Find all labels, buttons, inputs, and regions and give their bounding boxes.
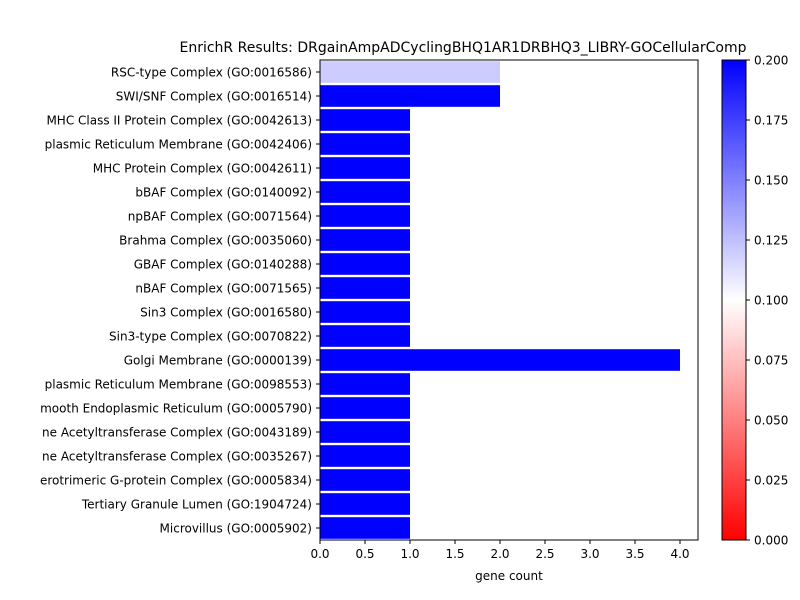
colorbar-tick-labels: 0.000 0.025 0.050 0.075 0.100 0.125 0.150 0.175… [746, 54, 788, 548]
bar [320, 85, 500, 107]
y-tick-label: MHC Class II Protein Complex (GO:0042613… [46, 114, 312, 128]
bar [320, 373, 410, 395]
bar [320, 469, 410, 491]
bar [320, 421, 410, 443]
y-tick-label: bBAF Complex (GO:0140092) [135, 186, 312, 200]
y-tick-label: ne Acetyltransferase Complex (GO:0043189… [42, 426, 312, 440]
colorbar-tick-label: 0.200 [754, 54, 788, 68]
y-tick-label: Microvillus (GO:0005902) [160, 522, 312, 536]
x-tick-label: 3.5 [625, 547, 644, 561]
colorbar-tick-label: 0.175 [754, 114, 788, 128]
y-tick-label: plasmic Reticulum Membrane (GO:0098553) [45, 378, 312, 392]
colorbar-tick-label: 0.100 [754, 294, 788, 308]
y-tick-label: erotrimeric G-protein Complex (GO:000583… [40, 474, 312, 488]
bar [320, 61, 500, 83]
x-tick-labels: 0.0 0.5 1.0 1.5 2.0 2.5 3.0 3.5 4.0 [310, 540, 690, 561]
bar [320, 517, 410, 539]
colorbar-tick-label: 0.050 [754, 414, 788, 428]
y-tick-label: ne Acetyltransferase Complex (GO:0035267… [42, 450, 312, 464]
bar [320, 445, 410, 467]
chart-title: EnrichR Results: DRgainAmpADCyclingBHQ1A… [180, 40, 747, 56]
colorbar-tick-label: 0.025 [754, 474, 788, 488]
y-tick-label: nBAF Complex (GO:0071565) [135, 282, 312, 296]
y-tick-label: Sin3 Complex (GO:0016580) [140, 306, 312, 320]
y-tick-label: plasmic Reticulum Membrane (GO:0042406) [45, 138, 312, 152]
bar [320, 325, 410, 347]
y-tick-label: MHC Protein Complex (GO:0042611) [93, 162, 312, 176]
colorbar-tick-label: 0.075 [754, 354, 788, 368]
y-tick-label: Sin3-type Complex (GO:0070822) [109, 330, 312, 344]
colorbar-tick-label: 0.000 [754, 534, 788, 548]
bar [320, 109, 410, 131]
bar [320, 397, 410, 419]
bar [320, 493, 410, 515]
x-tick-label: 0.5 [355, 547, 374, 561]
x-axis-label: gene count [475, 569, 543, 583]
x-tick-label: 1.0 [400, 547, 419, 561]
y-tick-label: GBAF Complex (GO:0140288) [134, 258, 312, 272]
x-tick-label: 1.5 [445, 547, 464, 561]
bar [320, 133, 410, 155]
bar [320, 181, 410, 203]
x-tick-label: 2.5 [535, 547, 554, 561]
bar [320, 301, 410, 323]
bar [320, 253, 410, 275]
x-tick-label: 2.0 [490, 547, 509, 561]
colorbar-tick-label: 0.150 [754, 174, 788, 188]
bar [320, 205, 410, 227]
y-tick-label: SWI/SNF Complex (GO:0016514) [116, 90, 312, 104]
bar [320, 277, 410, 299]
colorbar-tick-label: 0.125 [754, 234, 788, 248]
y-tick-label: Golgi Membrane (GO:0000139) [124, 354, 312, 368]
x-tick-label: 0.0 [310, 547, 329, 561]
bar [320, 349, 680, 371]
x-tick-label: 4.0 [670, 547, 689, 561]
bar [320, 229, 410, 251]
bars-group [320, 61, 680, 539]
y-tick-label: RSC-type Complex (GO:0016586) [111, 66, 312, 80]
y-tick-labels: RSC-type Complex (GO:0016586) SWI/SNF Com… [40, 66, 320, 536]
x-tick-label: 3.0 [580, 547, 599, 561]
colorbar [721, 59, 747, 541]
plot-frame [319, 59, 699, 541]
y-tick-label: Brahma Complex (GO:0035060) [119, 234, 312, 248]
y-tick-label: Tertiary Granule Lumen (GO:1904724) [81, 498, 312, 512]
y-tick-label: mooth Endoplasmic Reticulum (GO:0005790) [40, 402, 312, 416]
y-tick-label: npBAF Complex (GO:0071564) [128, 210, 312, 224]
bar [320, 157, 410, 179]
